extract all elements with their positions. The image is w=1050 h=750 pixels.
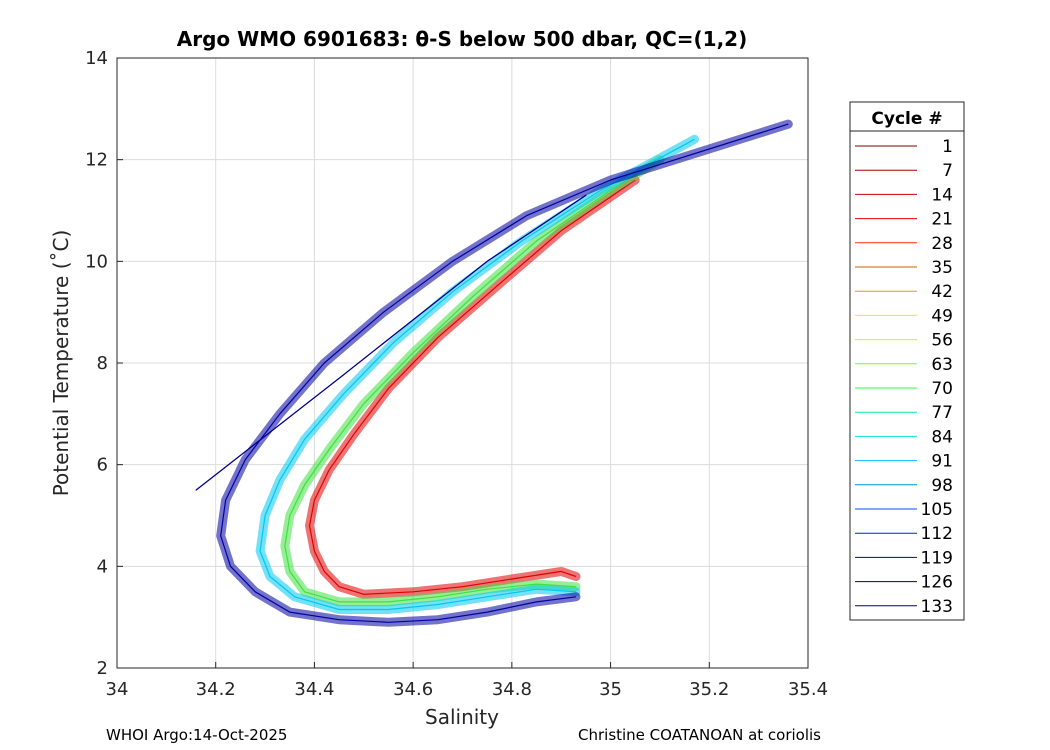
legend-entries: 1 7 14 21 28 35 42 49 56 63 70 77 84 91 98 105 112 119 126… — [855, 137, 953, 617]
legend-title: Cycle # — [871, 109, 942, 129]
legend-label: 42 — [931, 282, 953, 302]
x-tick-labels: 34 34.2 34.4 34.6 34.8 35 35.2 35.4 — [106, 679, 828, 700]
footer-left: WHOI Argo:14-Oct-2025 — [106, 726, 288, 744]
chart-title: Argo WMO 6901683: θ-S below 500 dbar, QC… — [177, 27, 747, 51]
series-group — [195, 119, 793, 627]
series-line-2 — [259, 138, 695, 611]
legend-label: 133 — [921, 597, 953, 617]
legend-label: 98 — [931, 476, 953, 496]
x-axis-label: Salinity — [425, 705, 499, 729]
y-tick-label: 12 — [85, 150, 108, 171]
x-tick-label: 34.4 — [294, 679, 334, 700]
y-tick-label: 2 — [97, 658, 108, 679]
y-axis-label: Potential Temperature (˚C) — [49, 230, 73, 497]
x-tick-label: 34.8 — [492, 679, 532, 700]
legend-label: 77 — [931, 403, 953, 423]
y-tick-label: 10 — [85, 251, 108, 272]
series-line-1 — [284, 159, 661, 603]
series-line-0 — [308, 179, 636, 595]
x-tick-label: 35.2 — [689, 679, 729, 700]
legend: Cycle # 17142128354249566370778491981051… — [849, 101, 965, 621]
x-tick-label: 34.2 — [196, 679, 236, 700]
series-line-3 — [220, 123, 789, 623]
x-tick-label: 34 — [106, 679, 129, 700]
legend-label: 84 — [931, 427, 953, 447]
x-tick-label: 35.4 — [788, 679, 828, 700]
legend-label: 63 — [931, 355, 953, 375]
y-tick-label: 4 — [97, 556, 108, 577]
legend-label: 119 — [921, 548, 953, 568]
y-tick-label: 6 — [97, 455, 108, 476]
y-tick-labels: 2 4 6 8 10 12 14 — [85, 48, 108, 679]
legend-label: 7 — [942, 161, 953, 181]
series-line-4 — [195, 194, 587, 491]
legend-label: 21 — [931, 210, 953, 230]
legend-label: 28 — [931, 234, 953, 254]
x-tick-label: 35 — [599, 679, 622, 700]
legend-label: 112 — [921, 524, 953, 544]
legend-label: 91 — [931, 452, 953, 472]
legend-label: 70 — [931, 379, 953, 399]
legend-label: 14 — [931, 185, 953, 205]
y-tick-label: 8 — [97, 353, 108, 374]
legend-label: 56 — [931, 331, 953, 351]
y-tick-label: 14 — [85, 48, 108, 69]
x-tick-label: 34.6 — [393, 679, 433, 700]
legend-label: 1 — [942, 137, 953, 157]
legend-label: 126 — [921, 573, 953, 593]
footer-right: Christine COATANOAN at coriolis — [578, 726, 821, 744]
plot-frame — [116, 57, 809, 669]
legend-label: 105 — [921, 500, 953, 520]
legend-label: 49 — [931, 306, 953, 326]
legend-label: 35 — [931, 258, 953, 278]
